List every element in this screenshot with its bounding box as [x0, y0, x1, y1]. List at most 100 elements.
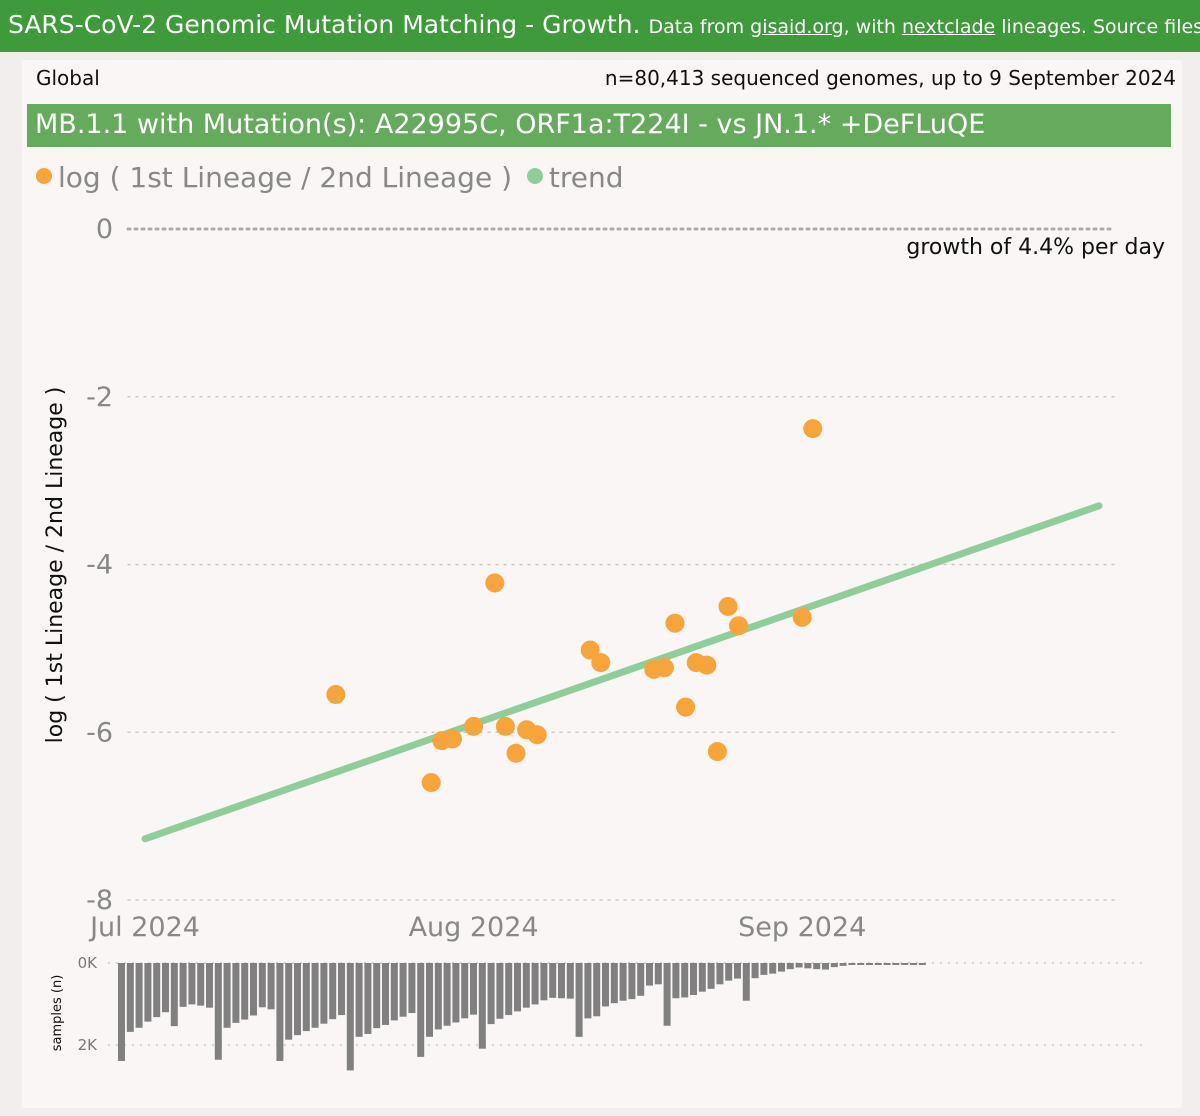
sample-bar[interactable] — [470, 963, 477, 1015]
sample-bar[interactable] — [478, 963, 486, 1049]
legend-item-trend[interactable]: trend — [526, 161, 624, 194]
sample-bar[interactable] — [223, 963, 231, 1028]
sample-bar[interactable] — [390, 963, 398, 1021]
sample-bar[interactable] — [364, 963, 372, 1034]
sample-bar[interactable] — [285, 963, 293, 1040]
sample-bar[interactable] — [487, 963, 495, 1025]
sample-bar[interactable] — [910, 963, 917, 965]
sample-bar[interactable] — [153, 963, 161, 1018]
sample-bar[interactable] — [135, 963, 143, 1028]
sample-bar[interactable] — [197, 963, 205, 1006]
sample-bar[interactable] — [276, 963, 284, 1061]
data-point[interactable] — [506, 743, 526, 763]
data-point[interactable] — [464, 716, 484, 736]
sample-bar[interactable] — [786, 963, 794, 970]
sample-bar[interactable] — [769, 963, 777, 974]
data-point[interactable] — [495, 716, 515, 736]
sample-bar[interactable] — [830, 963, 838, 968]
sample-bar[interactable] — [206, 963, 213, 1008]
sample-bar[interactable] — [716, 963, 724, 985]
sample-bar[interactable] — [522, 963, 530, 1008]
sample-bar[interactable] — [558, 963, 565, 999]
sample-bar[interactable] — [417, 963, 425, 1057]
data-point[interactable] — [421, 773, 441, 793]
sample-bar[interactable] — [126, 963, 134, 1032]
sample-bar[interactable] — [584, 963, 592, 1019]
sample-bar[interactable] — [654, 963, 662, 985]
sample-bar[interactable] — [892, 963, 900, 965]
data-point[interactable] — [326, 685, 346, 705]
data-point[interactable] — [676, 697, 696, 717]
sample-bar[interactable] — [813, 963, 821, 970]
sample-bar[interactable] — [866, 963, 873, 965]
sample-bar[interactable] — [690, 963, 697, 995]
sample-bar[interactable] — [144, 963, 152, 1022]
sample-bar[interactable] — [874, 963, 882, 965]
sample-bar[interactable] — [302, 963, 310, 1032]
data-point[interactable] — [729, 616, 749, 636]
data-point[interactable] — [654, 658, 674, 678]
sample-bar[interactable] — [575, 963, 583, 1037]
sample-bar[interactable] — [804, 963, 812, 969]
sample-bar[interactable] — [188, 963, 196, 1005]
data-point[interactable] — [792, 607, 812, 627]
sample-bar[interactable] — [531, 963, 539, 1005]
sample-bar[interactable] — [241, 963, 249, 1020]
sample-bar[interactable] — [232, 963, 240, 1023]
sample-bar[interactable] — [505, 963, 513, 1016]
sample-bar[interactable] — [619, 963, 627, 1001]
sample-bar[interactable] — [250, 963, 257, 1016]
data-point[interactable] — [718, 596, 738, 616]
sample-bar[interactable] — [214, 963, 222, 1060]
sample-bar[interactable] — [628, 963, 636, 1000]
sample-bar[interactable] — [751, 963, 759, 979]
data-point[interactable] — [697, 655, 717, 675]
sample-bar[interactable] — [672, 963, 680, 999]
sample-bar[interactable] — [540, 963, 548, 1001]
sample-bar[interactable] — [355, 963, 363, 1037]
sample-bar[interactable] — [179, 963, 187, 1007]
sample-bar[interactable] — [822, 963, 829, 970]
data-point[interactable] — [707, 742, 727, 762]
sample-bar[interactable] — [848, 963, 856, 965]
sample-bar[interactable] — [698, 963, 706, 992]
sample-bar[interactable] — [742, 963, 750, 1001]
nextclade-link[interactable]: nextclade — [902, 16, 996, 38]
sample-bar[interactable] — [162, 963, 169, 1013]
data-point[interactable] — [485, 573, 505, 593]
sample-bar[interactable] — [610, 963, 618, 1004]
sample-bar[interactable] — [408, 963, 416, 1014]
sample-bar[interactable] — [320, 963, 328, 1024]
sample-bar[interactable] — [918, 963, 926, 965]
sample-bar[interactable] — [549, 963, 557, 998]
sample-bar[interactable] — [566, 963, 574, 999]
sample-bar[interactable] — [346, 963, 354, 1071]
data-point[interactable] — [803, 419, 823, 439]
sample-bar[interactable] — [901, 963, 909, 965]
sample-bar[interactable] — [373, 963, 381, 1029]
sample-bar[interactable] — [839, 963, 847, 966]
sample-bar[interactable] — [663, 963, 671, 1026]
gisaid-link[interactable]: gisaid.org — [750, 16, 844, 38]
sample-bar[interactable] — [426, 963, 433, 1037]
sample-bar[interactable] — [646, 963, 653, 986]
sample-bar[interactable] — [170, 963, 178, 1027]
data-point[interactable] — [580, 640, 600, 660]
sample-bar[interactable] — [514, 963, 521, 1012]
sample-bar[interactable] — [795, 963, 803, 968]
data-point[interactable] — [591, 653, 611, 673]
sample-bar[interactable] — [382, 963, 389, 1025]
data-point[interactable] — [527, 725, 547, 745]
sample-bar[interactable] — [725, 963, 733, 981]
sample-bar[interactable] — [883, 963, 891, 965]
sample-bar[interactable] — [760, 963, 768, 975]
sample-bar[interactable] — [734, 963, 741, 979]
sample-bar[interactable] — [399, 963, 407, 1017]
sample-bar[interactable] — [496, 963, 504, 1019]
data-point[interactable] — [665, 613, 685, 633]
sample-bar[interactable] — [461, 963, 469, 1019]
sample-bar[interactable] — [681, 963, 689, 998]
sample-bar[interactable] — [593, 963, 601, 1017]
sample-bar[interactable] — [637, 963, 645, 996]
sample-bar[interactable] — [338, 963, 345, 1016]
